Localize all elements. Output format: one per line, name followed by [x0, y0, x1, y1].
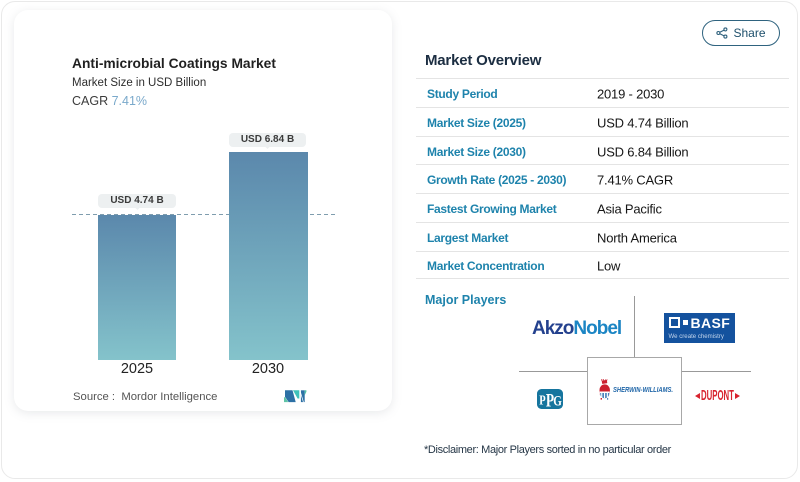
- svg-text:G: G: [554, 393, 563, 408]
- svg-text:P: P: [540, 393, 546, 408]
- svg-text:P: P: [546, 391, 554, 409]
